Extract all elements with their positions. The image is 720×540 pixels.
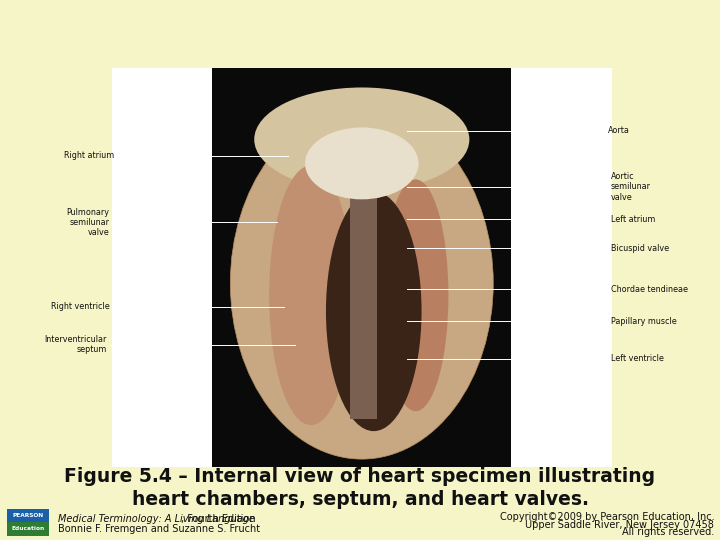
- Text: All rights reserved.: All rights reserved.: [622, 528, 714, 537]
- Bar: [112, 68, 612, 467]
- Ellipse shape: [383, 179, 449, 411]
- Ellipse shape: [254, 87, 469, 191]
- Text: Bonnie F. Fremgen and Suzanne S. Frucht: Bonnie F. Fremgen and Suzanne S. Frucht: [58, 524, 260, 534]
- Text: Aortic
semilunar
valve: Aortic semilunar valve: [611, 172, 651, 202]
- Text: Figure 5.4 – Internal view of heart specimen illustrating: Figure 5.4 – Internal view of heart spec…: [64, 467, 656, 486]
- Text: heart chambers, septum, and heart valves.: heart chambers, septum, and heart valves…: [132, 490, 588, 509]
- Ellipse shape: [305, 127, 418, 199]
- Ellipse shape: [230, 107, 493, 459]
- Text: Education: Education: [12, 526, 45, 531]
- Text: Right ventricle: Right ventricle: [50, 302, 109, 311]
- Text: Left ventricle: Left ventricle: [611, 354, 663, 363]
- Text: Pulmonary
semilunar
valve: Pulmonary semilunar valve: [66, 207, 109, 238]
- Text: Bicuspid valve: Bicuspid valve: [611, 244, 669, 253]
- Text: Upper Saddle River, New Jersey 07458: Upper Saddle River, New Jersey 07458: [526, 520, 714, 530]
- Text: Interventricular
septum: Interventricular septum: [44, 335, 107, 354]
- Text: Aorta: Aorta: [608, 126, 630, 135]
- Text: Papillary muscle: Papillary muscle: [611, 317, 676, 326]
- Text: Copyright©2009 by Pearson Education, Inc.: Copyright©2009 by Pearson Education, Inc…: [500, 512, 714, 522]
- Text: PEARSON: PEARSON: [12, 512, 44, 518]
- Ellipse shape: [269, 165, 353, 425]
- Bar: [7, 522, 49, 536]
- Text: Right atrium: Right atrium: [63, 151, 114, 160]
- Text: Left atrium: Left atrium: [611, 215, 655, 224]
- Text: Medical Terminology: A Living Language: Medical Terminology: A Living Language: [58, 515, 254, 524]
- Bar: [212, 68, 511, 467]
- Text: Chordae tendineae: Chordae tendineae: [611, 285, 688, 294]
- Bar: [7, 509, 49, 522]
- Ellipse shape: [326, 191, 421, 431]
- Bar: [350, 171, 377, 419]
- Text: , Fourth Edition: , Fourth Edition: [181, 515, 256, 524]
